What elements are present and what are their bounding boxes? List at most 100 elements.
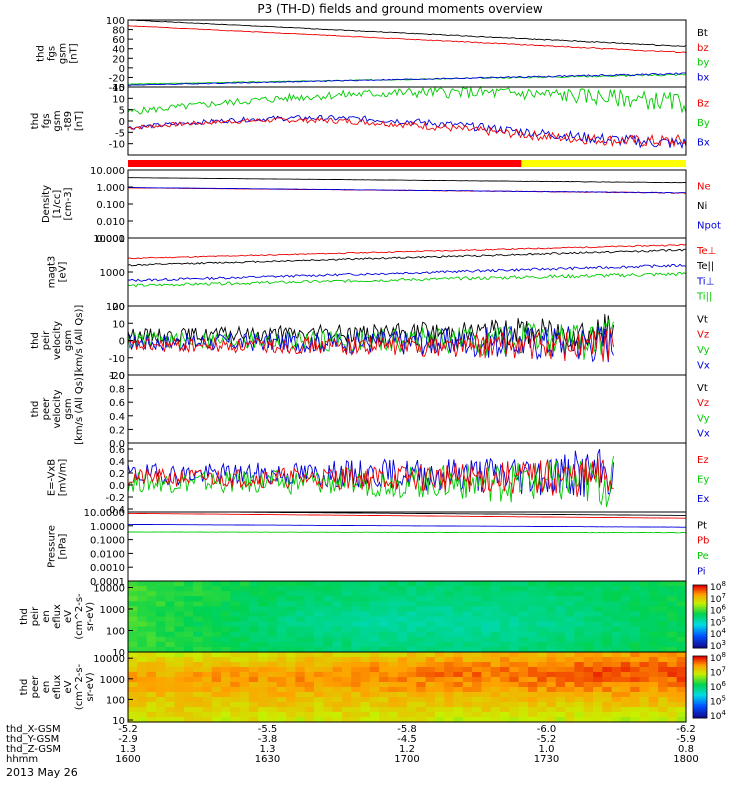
heatmap-cell (462, 631, 473, 638)
heatmap-cell (481, 581, 492, 587)
heatmap-cell (332, 662, 343, 668)
heatmap-cell (648, 621, 659, 628)
heatmap-cell (481, 662, 492, 668)
heatmap-cell (565, 641, 575, 648)
heatmap-cell (193, 697, 203, 703)
colorbar-cell (693, 699, 707, 702)
colorbar-cell (693, 713, 707, 716)
heatmap-cell (667, 682, 678, 688)
heatmap-cell (276, 596, 287, 602)
heatmap-cell (676, 672, 687, 678)
heatmap-cell (416, 621, 427, 628)
heatmap-cell (462, 687, 473, 693)
heatmap-cell (397, 631, 408, 638)
heatmap-cell (611, 672, 622, 678)
heatmap-cell (472, 692, 482, 698)
heatmap-cell (676, 662, 687, 668)
heatmap-cell (481, 626, 492, 633)
heatmap-cell (351, 717, 362, 723)
heatmap-cell (304, 717, 315, 723)
heatmap-cell (518, 652, 529, 658)
heatmap-cell (267, 606, 278, 613)
heatmap-cell (341, 667, 352, 673)
heatmap-cell (472, 672, 482, 678)
heatmap-cell (639, 687, 650, 693)
heatmap-cell (155, 657, 166, 663)
heatmap-cell (583, 616, 594, 623)
heatmap-cell (323, 586, 334, 592)
heatmap-cell (537, 652, 548, 658)
heatmap-cell (304, 662, 315, 668)
heatmap-cell (193, 611, 203, 618)
heatmap-cell (230, 631, 241, 638)
heatmap-cell (146, 697, 157, 703)
heatmap-cell (611, 621, 622, 628)
heatmap-cell (379, 687, 389, 693)
heatmap-cell (146, 581, 157, 587)
heatmap-cell (165, 611, 176, 618)
colorbar-cell (693, 591, 707, 594)
heatmap-cell (165, 636, 176, 643)
x-axis-value: 1.0 (539, 744, 555, 755)
heatmap-cell (314, 611, 324, 618)
heatmap-cell (183, 591, 194, 597)
heatmap-cell (462, 697, 473, 703)
heatmap-cell (583, 707, 594, 713)
heatmap-cell (537, 586, 548, 592)
heatmap-cell (248, 581, 259, 587)
heatmap-cell (388, 586, 399, 592)
heatmap-cell (286, 596, 296, 602)
heatmap-cell (369, 672, 380, 678)
heatmap-cell (230, 677, 241, 683)
heatmap-cell (490, 702, 501, 708)
heatmap-cell (202, 677, 213, 683)
heatmap-cell (183, 697, 194, 703)
heatmap-cell (314, 712, 324, 718)
heatmap-cell (574, 636, 585, 643)
heatmap-cell (146, 591, 157, 597)
heatmap-cell (304, 707, 315, 713)
heatmap-cell (602, 611, 613, 618)
heatmap-cell (416, 662, 427, 668)
heatmap-cell (332, 596, 343, 602)
heatmap-cell (360, 626, 371, 633)
heatmap-cell (174, 621, 185, 628)
heatmap-cell (425, 662, 436, 668)
heatmap-cell (527, 591, 538, 597)
heatmap-cell (341, 702, 352, 708)
heatmap-cell (341, 662, 352, 668)
heatmap-cell (258, 692, 269, 698)
heatmap-cell (137, 626, 148, 633)
heatmap-cell (155, 586, 166, 592)
heatmap-cell (267, 652, 278, 658)
legend-label: Ex (697, 494, 709, 505)
heatmap-cell (276, 697, 287, 703)
heatmap-cell (500, 646, 510, 653)
heatmap-cell (574, 581, 585, 587)
heatmap-cell (481, 682, 492, 688)
heatmap-cell (583, 646, 594, 653)
heatmap-cell (630, 631, 641, 638)
heatmap-cell (509, 641, 520, 648)
heatmap-cell (444, 717, 455, 723)
heatmap-cell (425, 601, 436, 607)
heatmap-cell (444, 687, 455, 693)
heatmap-cell (425, 621, 436, 628)
heatmap-cell (202, 682, 213, 688)
heatmap-cell (574, 697, 585, 703)
heatmap-cell (258, 616, 269, 623)
heatmap-cell (537, 616, 548, 623)
heatmap-cell (583, 702, 594, 708)
heatmap-cell (332, 606, 343, 613)
heatmap-cell (676, 657, 687, 663)
heatmap-cell (211, 707, 222, 713)
heatmap-cell (332, 652, 343, 658)
colorbar-cell (693, 656, 707, 659)
heatmap-cell (434, 586, 445, 592)
heatmap-cell (527, 682, 538, 688)
heatmap-cell (286, 687, 296, 693)
heatmap-cell (304, 621, 315, 628)
